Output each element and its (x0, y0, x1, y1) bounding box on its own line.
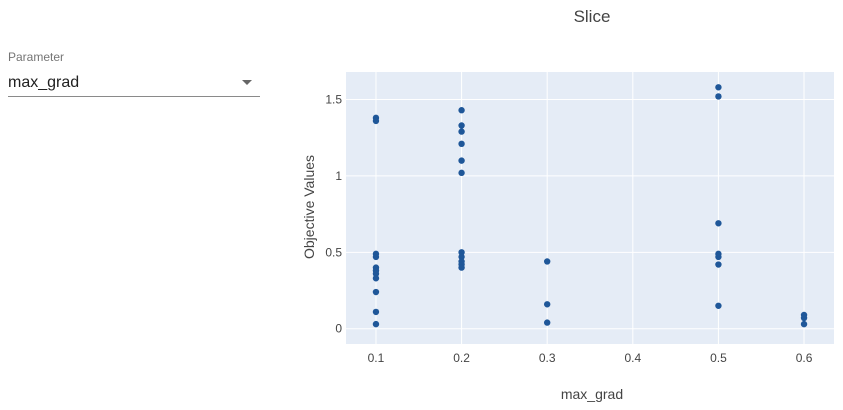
data-point[interactable] (458, 122, 465, 129)
x-tick-label: 0.2 (453, 351, 470, 365)
x-tick-label: 0.5 (710, 351, 727, 365)
x-tick-labels: 0.1 0.2 0.3 0.4 0.5 0.6 (368, 351, 813, 365)
data-point[interactable] (543, 258, 551, 265)
chart-title: Slice (574, 7, 611, 26)
caret-down-icon (242, 80, 252, 85)
y-tick-label: 0.5 (325, 245, 342, 259)
data-point[interactable] (715, 220, 722, 227)
y-tick-label: 0 (335, 322, 342, 336)
data-point[interactable] (458, 169, 465, 177)
data-point[interactable] (715, 84, 722, 91)
data-point[interactable] (372, 320, 380, 328)
data-point[interactable] (715, 302, 722, 309)
data-point[interactable] (458, 140, 465, 148)
x-axis-label: max_grad (561, 386, 623, 402)
data-point[interactable] (372, 253, 380, 261)
data-point[interactable] (800, 314, 808, 322)
x-tick-label: 0.3 (539, 351, 556, 365)
parameter-panel: Parameter max_grad (8, 50, 260, 97)
data-point[interactable] (543, 319, 551, 326)
parameter-select[interactable]: max_grad (8, 70, 260, 97)
data-point[interactable] (715, 261, 722, 268)
data-point[interactable] (458, 249, 465, 256)
x-tick-label: 0.1 (368, 351, 385, 365)
x-tick-label: 0.6 (796, 351, 813, 365)
plot-area (346, 72, 834, 344)
data-point[interactable] (715, 93, 722, 100)
data-point[interactable] (372, 270, 380, 277)
data-point[interactable] (458, 253, 465, 261)
y-tick-labels: 0 0.5 1 1.5 (325, 93, 342, 336)
data-point[interactable] (458, 264, 465, 271)
data-points (372, 84, 808, 328)
data-point[interactable] (800, 320, 808, 328)
parameter-label: Parameter (8, 50, 65, 64)
data-point[interactable] (715, 253, 722, 261)
x-tick-label: 0.4 (624, 351, 641, 365)
grid-lines (346, 72, 834, 344)
y-axis-label: Objective Values (301, 155, 317, 259)
data-point[interactable] (372, 288, 380, 296)
data-point[interactable] (458, 157, 465, 164)
y-tick-label: 1.5 (325, 93, 342, 107)
parameter-selected-value: max_grad (8, 74, 80, 91)
data-point[interactable] (372, 308, 380, 316)
data-point[interactable] (372, 275, 380, 282)
data-point[interactable] (372, 117, 380, 125)
y-tick-label: 1 (335, 169, 342, 183)
data-point[interactable] (543, 301, 551, 308)
data-point[interactable] (458, 128, 465, 135)
data-point[interactable] (458, 107, 465, 114)
